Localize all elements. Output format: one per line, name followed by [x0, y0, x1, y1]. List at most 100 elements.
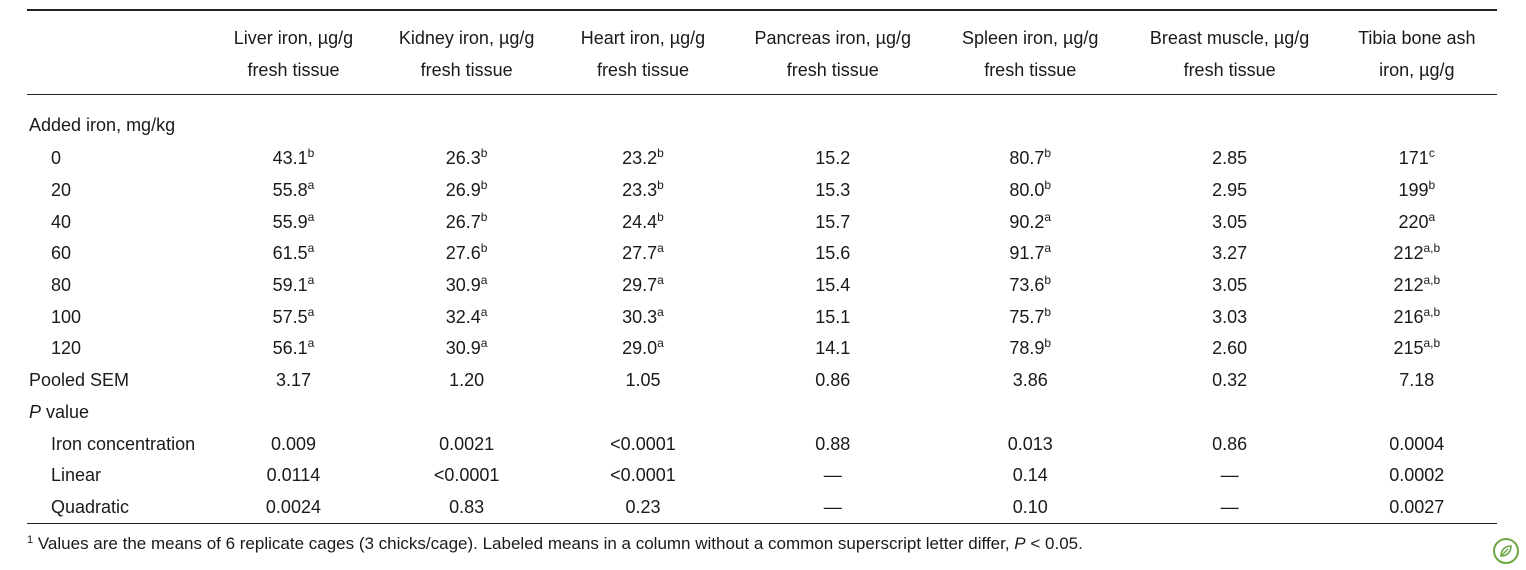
row-label-text: 20: [51, 180, 72, 201]
table-cell: <0.0001: [375, 460, 558, 492]
row-label: Iron concentration: [27, 428, 212, 460]
cell-superscript: a,b: [1423, 273, 1441, 288]
cell-value: 24.4: [622, 211, 658, 232]
cell-value: 29.0: [622, 338, 658, 359]
row-label: Pooled SEM: [27, 365, 212, 397]
row-label: 100: [27, 301, 212, 333]
cell-superscript: b: [480, 241, 488, 256]
table-cell: 3.05: [1123, 270, 1337, 302]
cell-superscript: a: [307, 241, 315, 256]
table-cell: 26.3b: [375, 143, 558, 175]
column-header-line2: fresh tissue: [984, 60, 1077, 80]
cell-value: 212: [1393, 243, 1424, 264]
cell-superscript: a: [307, 336, 315, 351]
table-cell: 80.7b: [938, 143, 1123, 175]
cell-value: 215: [1393, 338, 1424, 359]
cell-value: 0.32: [1212, 370, 1248, 391]
table-cell: 57.5a: [212, 301, 375, 333]
table-cell: 15.2: [728, 143, 938, 175]
table-row: 60 61.5a 27.6b 27.7a 15.6 91.7a 3.27 212a,b: [27, 238, 1497, 270]
cell-value: 0.0021: [439, 433, 495, 454]
row-label: P value: [27, 397, 212, 429]
table-cell: 27.7a: [558, 238, 727, 270]
table-cell: 15.3: [728, 175, 938, 207]
row-label-text: 40: [51, 211, 72, 232]
table-cell: 0.86: [1123, 428, 1337, 460]
cell-value: 15.2: [815, 148, 851, 169]
cell-value: 91.7: [1009, 243, 1045, 264]
table-cell: 1.05: [558, 365, 727, 397]
table-cell: 3.17: [212, 365, 375, 397]
table-cell: 15.6: [728, 238, 938, 270]
cell-superscript: a: [480, 273, 488, 288]
column-header: Breast muscle, µg/g fresh tissue: [1123, 10, 1337, 95]
table-cell: 80.0b: [938, 175, 1123, 207]
column-header-line1: Pancreas iron, µg/g: [754, 28, 911, 48]
cell-value: 171: [1398, 148, 1429, 169]
cell-value: 1.20: [449, 370, 485, 391]
cell-value: 220: [1398, 211, 1429, 232]
cell-value: 43.1: [272, 148, 308, 169]
cell-value: 15.7: [815, 211, 851, 232]
cell-value: 212: [1393, 275, 1424, 296]
table-row: Iron concentration 0.009 0.0021 <0.0001 0.88…: [27, 428, 1497, 460]
table-cell: 215a,b: [1337, 333, 1497, 365]
cell-value: —: [1220, 465, 1239, 486]
header-empty-cell: [27, 10, 212, 95]
cell-superscript: a: [307, 273, 315, 288]
table-cell: [212, 397, 375, 429]
table-cell: 3.86: [938, 365, 1123, 397]
cell-value: 57.5: [272, 306, 308, 327]
table-row: Pooled SEM 3.17 1.20 1.05 0.86 3.86 0.32 7.18: [27, 365, 1497, 397]
cell-value: 15.3: [815, 180, 851, 201]
table-cell: 0.83: [375, 492, 558, 524]
table-cell: 220a: [1337, 206, 1497, 238]
row-label: Added iron, mg/kg: [27, 95, 212, 144]
cell-superscript: a: [307, 209, 315, 224]
table-row: Added iron, mg/kg: [27, 95, 1497, 144]
table-cell: 23.3b: [558, 175, 727, 207]
cell-value: 3.05: [1212, 211, 1248, 232]
cell-value: 0.86: [815, 370, 851, 391]
table-cell: 26.7b: [375, 206, 558, 238]
column-header-line2: fresh tissue: [1183, 60, 1276, 80]
table-cell: 2.95: [1123, 175, 1337, 207]
table-cell: 23.2b: [558, 143, 727, 175]
table-cell: 199b: [1337, 175, 1497, 207]
column-header-line2: fresh tissue: [247, 60, 340, 80]
cell-value: 0.14: [1012, 465, 1048, 486]
table-cell: 30.9a: [375, 270, 558, 302]
table-cell: 15.4: [728, 270, 938, 302]
cell-value: 80.0: [1009, 180, 1045, 201]
cell-value: 3.03: [1212, 306, 1248, 327]
table-cell: 2.85: [1123, 143, 1337, 175]
table-cell: 0.23: [558, 492, 727, 524]
leaf-logo-icon: [1493, 538, 1519, 564]
table-cell: 78.9b: [938, 333, 1123, 365]
table-cell: <0.0001: [558, 428, 727, 460]
cell-value: 55.9: [272, 211, 308, 232]
row-label-text: Linear: [51, 465, 102, 486]
table-cell: 30.9a: [375, 333, 558, 365]
table-row: 80 59.1a 30.9a 29.7a 15.4 73.6b 3.05 212a,b: [27, 270, 1497, 302]
table-cell: 14.1: [728, 333, 938, 365]
cell-superscript: a: [307, 304, 315, 319]
row-label-text: 60: [51, 243, 72, 264]
column-header: Liver iron, µg/g fresh tissue: [212, 10, 375, 95]
row-label: 0: [27, 143, 212, 175]
cell-superscript: b: [657, 178, 664, 193]
cell-value: —: [1220, 496, 1239, 517]
column-header-line1: Tibia bone ash: [1358, 28, 1476, 48]
row-label-text: 80: [51, 275, 72, 296]
footnote-marker: 1: [27, 534, 34, 546]
table-cell: 0.013: [938, 428, 1123, 460]
cell-value: 7.18: [1399, 370, 1435, 391]
table-row: Quadratic 0.0024 0.83 0.23 — 0.10 — 0.0027: [27, 492, 1497, 524]
table-cell: 56.1a: [212, 333, 375, 365]
table-cell: [938, 397, 1123, 429]
cell-value: 2.60: [1212, 338, 1248, 359]
cell-superscript: b: [1428, 178, 1436, 193]
cell-superscript: a: [480, 336, 488, 351]
column-header-line2: fresh tissue: [596, 60, 689, 80]
table-cell: 0.86: [728, 365, 938, 397]
